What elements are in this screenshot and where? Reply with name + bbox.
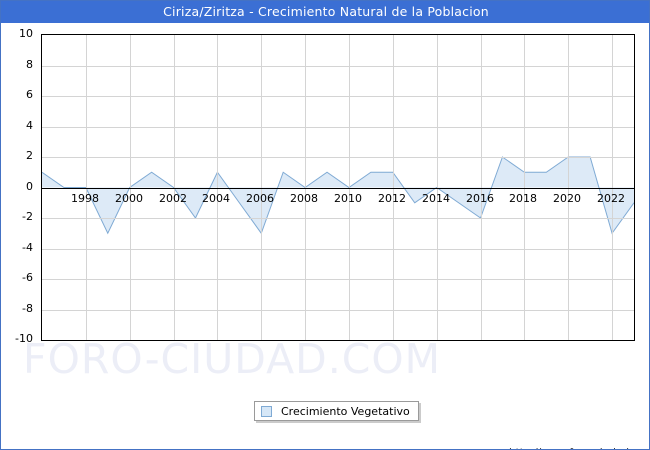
gridline-vertical [524, 35, 525, 340]
x-axis-tick-label: 2018 [509, 191, 537, 205]
gridline-vertical [305, 35, 306, 340]
x-axis-tick-label: 2000 [115, 191, 143, 205]
plot-area [41, 34, 635, 341]
gridline-vertical [437, 35, 438, 340]
y-axis-tick-label: -8 [22, 302, 33, 315]
chart-region: -10 -8 -6 -4 -2 0 2 4 6 8 10 FORO-CIUDAD.COM Creci… [1, 23, 649, 449]
x-axis-tick-label: 2012 [378, 191, 406, 205]
y-axis-tick-label: -2 [22, 210, 33, 223]
legend-swatch-crecimiento-vegetativo [261, 405, 272, 417]
y-axis-tick-label: 8 [26, 58, 33, 71]
x-axis-tick-label: 2002 [159, 191, 187, 205]
legend-label-crecimiento-vegetativo: Crecimiento Vegetativo [281, 404, 410, 418]
chart-legend: Crecimiento Vegetativo [254, 401, 419, 421]
gridline-vertical [130, 35, 131, 340]
gridline-vertical [261, 35, 262, 340]
gridline-horizontal [42, 310, 634, 311]
gridline-horizontal [42, 96, 634, 97]
gridline-vertical [174, 35, 175, 340]
y-axis-tick-label: 0 [26, 180, 33, 193]
gridline-horizontal [42, 127, 634, 128]
y-axis-tick-label: 6 [26, 88, 33, 101]
gridline-horizontal [42, 218, 634, 219]
chart-plot-svg [42, 156, 634, 235]
window-title: Ciriza/Ziritza - Crecimiento Natural de … [1, 1, 649, 23]
series-line-crecimiento-vegetativo [42, 156, 634, 235]
gridline-horizontal [42, 279, 634, 280]
y-axis-tick-label: -6 [22, 271, 33, 284]
gridline-vertical [481, 35, 482, 340]
x-axis-tick-label: 2014 [422, 191, 450, 205]
series-area-crecimiento-vegetativo [42, 157, 634, 234]
gridline-vertical [86, 35, 87, 340]
y-axis-tick-label: -10 [15, 332, 33, 345]
source-url: http://www.foro-ciudad.com [509, 447, 649, 449]
gridline-horizontal [42, 249, 634, 250]
y-axis-tick-label: 2 [26, 149, 33, 162]
gridline-vertical [568, 35, 569, 340]
gridline-vertical [612, 35, 613, 340]
y-axis-labels: -10 -8 -6 -4 -2 0 2 4 6 8 10 [1, 28, 37, 344]
x-axis-tick-label: 2022 [597, 191, 625, 205]
y-axis-tick-label: 10 [19, 27, 33, 40]
gridline-vertical [349, 35, 350, 340]
x-axis-tick-label: 2008 [290, 191, 318, 205]
x-axis-tick-label: 2016 [466, 191, 494, 205]
y-axis-tick-label: -4 [22, 241, 33, 254]
gridline-vertical [393, 35, 394, 340]
y-axis-tick-label: 4 [26, 119, 33, 132]
x-axis-tick-label: 2020 [553, 191, 581, 205]
x-axis-tick-label: 2010 [334, 191, 362, 205]
watermark-text: FORO-CIUDAD.COM [23, 335, 442, 383]
x-axis-tick-label: 1998 [71, 191, 99, 205]
gridline-horizontal [42, 157, 634, 158]
gridline-horizontal [42, 66, 634, 67]
zero-axis-line [42, 188, 634, 189]
x-axis-tick-label: 2006 [246, 191, 274, 205]
gridline-vertical [217, 35, 218, 340]
x-axis-tick-label: 2004 [202, 191, 230, 205]
